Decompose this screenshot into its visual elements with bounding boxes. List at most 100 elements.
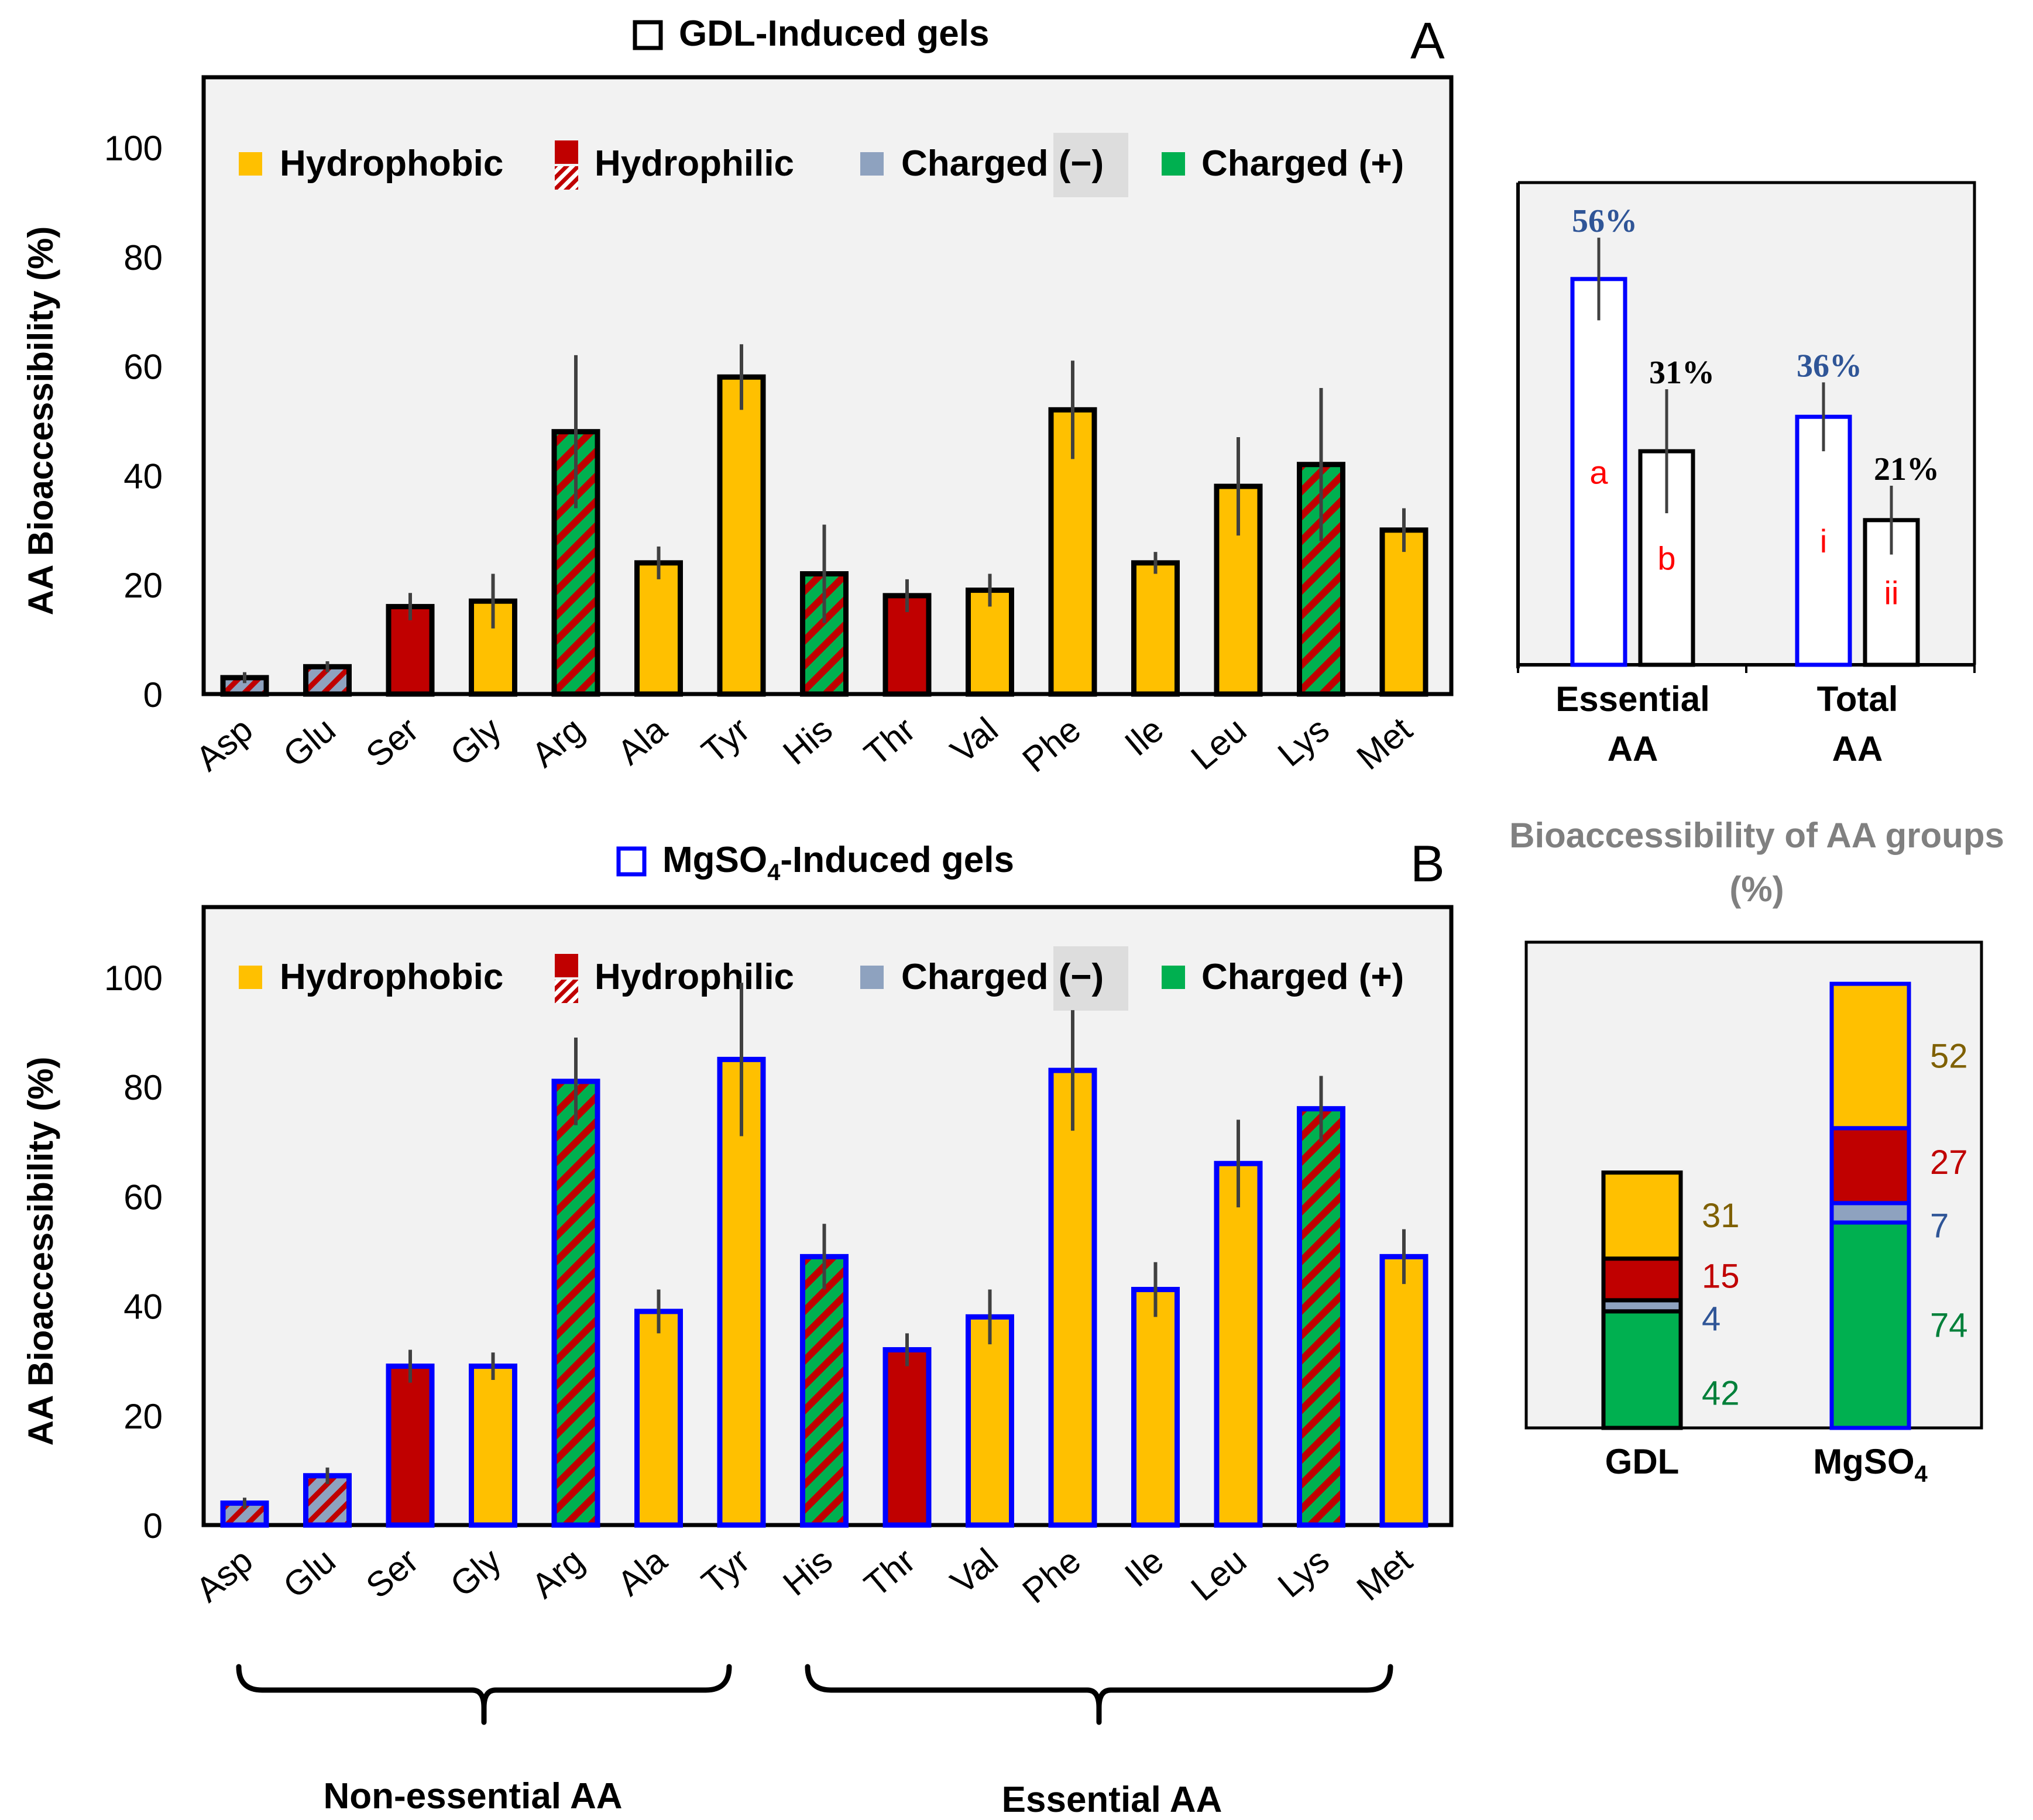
summary-value-label: 21% [1874, 451, 1939, 487]
x-tick-label: Leu [1184, 710, 1254, 778]
x-tick-label: Tyr [694, 710, 757, 771]
x-tick-label: Phe [1015, 1541, 1088, 1611]
x-tick-label: Met [1349, 709, 1420, 777]
x-tick-label: Thr [857, 710, 922, 774]
x-tick-label: His [775, 710, 839, 772]
legend-swatch-hydrophobic [239, 152, 262, 176]
bar-ala [634, 560, 683, 697]
summary-letter: i [1820, 523, 1827, 559]
stacked-segment-hydrophilic [1601, 1256, 1683, 1303]
legend-swatch-hydrophilic [555, 954, 578, 977]
stacked-value-label: 4 [1702, 1300, 1721, 1338]
legend-swatch-hydrophilic-hatched [555, 980, 578, 1003]
y-tick-label: 20 [123, 1397, 163, 1436]
x-tick-label: Arg [524, 710, 592, 775]
bar-ala [634, 1309, 683, 1528]
y-tick-label: 100 [104, 129, 163, 168]
x-tick-label: Ile [1117, 1541, 1171, 1595]
x-tick-label: Lys [1270, 710, 1337, 774]
legend-label-charged-neg: Charged (−) [901, 957, 1104, 997]
summary-category-label: AA [1608, 729, 1658, 768]
bracket-nonessential [236, 1664, 732, 1725]
y-tick-label: 40 [123, 456, 163, 496]
y-tick-label: 0 [143, 675, 163, 715]
y-tick-label: 80 [123, 1068, 163, 1107]
x-tick-label: Glu [276, 1541, 343, 1606]
groups-category-main: GDL [1605, 1442, 1680, 1481]
groups-category-label: MgSO4 [1813, 1442, 1928, 1487]
bar-arg [551, 1079, 600, 1528]
bar-his [800, 1254, 849, 1528]
stacked-segment-hydrophobic [1601, 1170, 1683, 1261]
bar-ser [386, 1364, 435, 1528]
x-tick-label: Val [943, 1541, 1005, 1602]
groups-title-line2: (%) [1729, 870, 1784, 909]
legend-swatch-hydrophilic-hatched [555, 166, 578, 190]
legend-highlight [1053, 946, 1128, 1011]
stacked-value-label: 52 [1930, 1037, 1968, 1075]
x-tick-label: Ala [610, 709, 674, 772]
x-tick-label: Asp [188, 710, 260, 779]
y-tick-label: 60 [123, 1177, 163, 1217]
groups-category-label: GDL [1605, 1442, 1680, 1481]
y-axis-label-A: AA Bioaccessibility (%) [21, 226, 60, 616]
stacked-value-label: 31 [1702, 1197, 1740, 1235]
x-tick-label: Thr [857, 1541, 922, 1605]
legend-swatch-charged-neg [860, 966, 884, 989]
groups-category-main: MgSO [1813, 1442, 1914, 1481]
bar-met [1379, 1254, 1428, 1528]
summary-category-label: AA [1832, 729, 1883, 768]
bracket-label-nonessential: Non-essential AA [323, 1776, 622, 1816]
legend-swatch-hydrophilic [555, 140, 578, 164]
legend-label-hydrophobic: Hydrophobic [280, 957, 503, 997]
legend-label-hydrophilic: Hydrophilic [595, 143, 794, 184]
y-tick-label: 60 [123, 348, 163, 387]
bracket-essential [805, 1664, 1393, 1725]
bar-ile [1131, 560, 1180, 697]
title-part-sub: 4 [767, 860, 781, 885]
x-tick-label: Lys [1270, 1541, 1337, 1605]
y-tick-label: 100 [104, 959, 163, 998]
bar-tyr [717, 374, 766, 697]
stacked-segment-charged- [1829, 1220, 1911, 1430]
legend-swatch-charged-neg [860, 152, 884, 176]
x-tick-label: Glu [276, 710, 343, 775]
legend-label-charged-pos: Charged (+) [1201, 957, 1404, 997]
legend-swatch-hydrophobic [239, 966, 262, 989]
x-tick-label: His [775, 1541, 839, 1603]
x-tick-label: Phe [1015, 710, 1088, 780]
y-axis-label-B: AA Bioaccessibility (%) [21, 1057, 60, 1446]
summary-category-label: Essential [1555, 679, 1709, 719]
summary-value-label: 56% [1572, 203, 1637, 239]
stacked-segment-hydrophilic [1829, 1126, 1911, 1206]
legend-swatch-charged-pos [1162, 966, 1185, 989]
legend-label-charged-pos: Charged (+) [1201, 143, 1404, 184]
legend-swatch-charged-pos [1162, 152, 1185, 176]
summary-value-label: 36% [1797, 348, 1862, 384]
legend-label-hydrophilic: Hydrophilic [595, 957, 794, 997]
title-marker-A [633, 20, 663, 50]
title-part-main: MgSO [662, 840, 767, 880]
legend-label-hydrophobic: Hydrophobic [280, 143, 503, 184]
bar-gly [469, 1364, 517, 1528]
x-tick-label: Gly [443, 710, 509, 774]
y-tick-label: 0 [143, 1506, 163, 1546]
bar-met [1379, 527, 1428, 697]
x-tick-label: Leu [1184, 1541, 1254, 1609]
title-marker-B [616, 846, 647, 877]
title-part-rest: -Induced gels [780, 840, 1014, 880]
panel-letter-A: A [1410, 12, 1445, 70]
groups-category-sub: 4 [1915, 1461, 1928, 1487]
x-tick-label: Ser [359, 710, 426, 775]
x-tick-label: Arg [524, 1541, 592, 1606]
x-tick-label: Val [943, 710, 1005, 771]
stacked-segment-charged- [1829, 1201, 1911, 1225]
bar-phe [1048, 1067, 1097, 1528]
y-tick-label: 80 [123, 238, 163, 277]
y-tick-label: 40 [123, 1287, 163, 1327]
summary-letter: b [1657, 540, 1675, 577]
bar-tyr [717, 1056, 766, 1528]
x-tick-label: Asp [188, 1541, 260, 1610]
summary-bar-mgso4 [1570, 277, 1627, 667]
